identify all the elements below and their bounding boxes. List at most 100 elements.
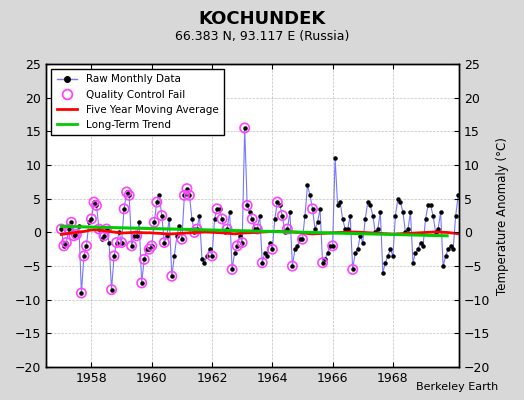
Point: [386, 246, 395, 252]
Point: [88, 216, 96, 222]
Point: [130, 232, 138, 239]
Point: [133, 232, 141, 239]
Point: [316, 206, 324, 212]
Point: [127, 243, 136, 249]
Point: [479, 243, 487, 249]
Point: [256, 212, 264, 219]
Point: [62, 239, 71, 246]
Point: [80, 253, 88, 259]
Point: [107, 286, 116, 293]
Point: [135, 219, 144, 226]
Point: [446, 243, 455, 249]
Point: [148, 243, 156, 249]
Point: [188, 216, 196, 222]
Point: [117, 239, 126, 246]
Point: [233, 243, 242, 249]
Point: [494, 226, 503, 232]
Point: [260, 250, 269, 256]
Point: [469, 263, 477, 269]
Point: [198, 256, 206, 262]
Point: [97, 236, 106, 242]
Point: [336, 199, 344, 205]
Point: [85, 219, 93, 226]
Point: [88, 216, 96, 222]
Point: [64, 226, 73, 232]
Point: [376, 209, 385, 216]
Point: [243, 202, 252, 209]
Point: [464, 222, 473, 229]
Point: [100, 232, 108, 239]
Point: [203, 253, 211, 259]
Point: [444, 246, 452, 252]
Point: [456, 196, 465, 202]
Point: [100, 232, 108, 239]
Point: [514, 340, 522, 347]
Point: [329, 243, 337, 249]
Point: [223, 226, 231, 232]
Point: [143, 246, 151, 252]
Point: [62, 239, 71, 246]
Point: [168, 273, 176, 279]
Point: [178, 236, 186, 242]
Point: [241, 125, 249, 131]
Point: [175, 222, 183, 229]
Point: [258, 260, 267, 266]
Point: [60, 243, 68, 249]
Point: [235, 232, 244, 239]
Point: [368, 212, 377, 219]
Point: [193, 226, 201, 232]
Point: [112, 239, 121, 246]
Point: [152, 199, 161, 205]
Point: [208, 253, 216, 259]
Point: [125, 192, 133, 198]
Point: [296, 236, 304, 242]
Point: [243, 202, 252, 209]
Point: [348, 266, 357, 273]
Point: [449, 246, 457, 252]
Point: [356, 232, 364, 239]
Point: [148, 243, 156, 249]
Point: [183, 186, 191, 192]
Point: [180, 192, 189, 198]
Point: [389, 253, 397, 259]
Point: [268, 246, 277, 252]
Point: [283, 226, 291, 232]
Point: [107, 286, 116, 293]
Point: [92, 202, 101, 209]
Point: [152, 199, 161, 205]
Point: [497, 209, 505, 216]
Point: [178, 236, 186, 242]
Point: [231, 250, 239, 256]
Point: [250, 226, 259, 232]
Point: [180, 192, 189, 198]
Point: [339, 216, 347, 222]
Point: [67, 219, 75, 226]
Point: [160, 239, 169, 246]
Point: [321, 256, 329, 262]
Point: [344, 226, 352, 232]
Point: [205, 246, 214, 252]
Point: [434, 226, 442, 232]
Point: [72, 231, 81, 238]
Point: [346, 212, 354, 219]
Point: [323, 250, 332, 256]
Point: [221, 229, 229, 236]
Point: [379, 270, 387, 276]
Point: [110, 253, 118, 259]
Point: [82, 243, 91, 249]
Point: [276, 202, 284, 209]
Point: [165, 216, 173, 222]
Point: [140, 256, 148, 262]
Point: [427, 202, 435, 209]
Point: [348, 266, 357, 273]
Point: [374, 226, 382, 232]
Point: [484, 196, 493, 202]
Point: [70, 232, 78, 239]
Point: [436, 209, 445, 216]
Point: [512, 307, 520, 313]
Point: [57, 226, 66, 232]
Point: [454, 192, 462, 198]
Point: [168, 273, 176, 279]
Point: [286, 209, 294, 216]
Point: [278, 212, 287, 219]
